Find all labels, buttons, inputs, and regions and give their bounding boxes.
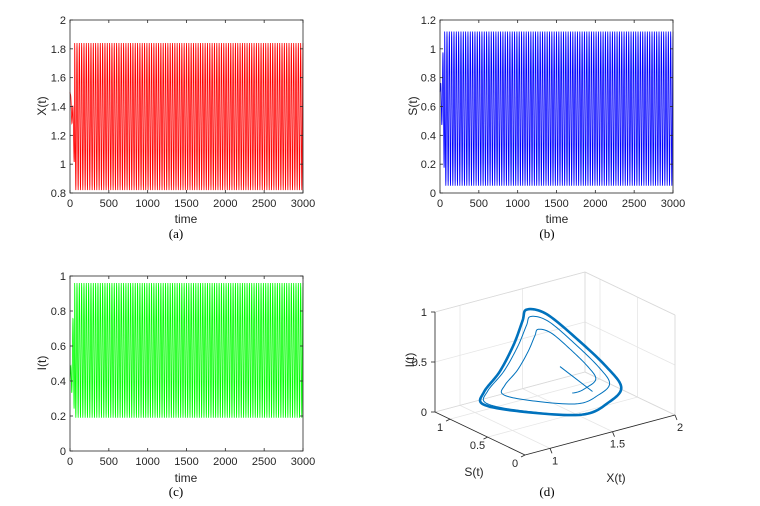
subplot-c-xtick-label: 500: [100, 456, 118, 468]
subplot-b-xlabel: time: [546, 212, 569, 226]
subplot-b-xtick-label: 2000: [583, 198, 607, 210]
subplot-d-grid-line: [487, 396, 638, 438]
subplot-b-caption: (b): [539, 226, 554, 241]
subplot-b-xtick-label: 0: [437, 198, 443, 210]
subplot-c-ytick-label: 0: [60, 446, 66, 458]
subplot-a-ytick-label: 1.8: [51, 44, 66, 56]
subplot-d-xtick-label: 1.5: [610, 439, 625, 451]
subplot-b: time S(t) (b) 0 500 1000 1500 2000 2500 3000 0 0…: [406, 15, 685, 241]
subplot-a-ytick-label: 0.8: [51, 188, 66, 200]
subplot-a-xtick-label: 500: [100, 198, 118, 210]
subplot-a-ytick-label: 1.4: [51, 102, 66, 114]
subplot-c-series-line: [69, 282, 304, 418]
subplot-c: time I(t) (c) 0 500 1000 1500 2000 2500 3000 0 0…: [35, 271, 315, 499]
subplot-b-xtick-label: 1000: [505, 198, 529, 210]
subplot-a-xlabel: time: [175, 212, 198, 226]
subplot-b-series-line: [439, 31, 674, 186]
subplot-d-xtick-mark: [674, 414, 678, 421]
subplot-d-limit-cycle: [478, 307, 623, 417]
subplot-c-caption: (c): [169, 484, 183, 499]
subplot-c-xtick-label: 1000: [135, 456, 159, 468]
subplot-d-grid-line: [434, 321, 586, 363]
subplot-d-xtick-mark: [612, 431, 615, 437]
subplot-d-grid-line: [449, 378, 601, 420]
subplot-c-xtick-label: 2500: [252, 456, 276, 468]
subplot-b-ytick-label: 0.2: [421, 159, 436, 171]
subplot-d-pane-edge: [434, 371, 586, 413]
subplot-d-caption: (d): [539, 484, 554, 499]
subplot-b-ytick-label: 0: [430, 188, 436, 200]
subplot-a-caption: (a): [169, 226, 183, 241]
subplot-b-ytick-label: 1.2: [421, 15, 436, 27]
subplot-b-ytick-label: 0.4: [421, 130, 436, 142]
subplot-c-xtick-label: 1500: [174, 456, 198, 468]
subplot-b-xtick-label: 2500: [622, 198, 646, 210]
subplot-d-s-axis: [434, 411, 526, 456]
subplot-d-xlabel: X(t): [606, 471, 625, 485]
subplot-c-xtick-label: 2000: [213, 456, 237, 468]
subplot-d-xtick-label: 1: [552, 455, 558, 467]
subplot-a-xtick-label: 2500: [252, 198, 276, 210]
subplot-a-ytick-label: 1.2: [51, 130, 66, 142]
subplot-c-ytick-label: 0.2: [51, 411, 66, 423]
subplot-c-ytick-label: 0.4: [51, 376, 66, 388]
subplot-d-trajectory-initial: [559, 366, 593, 392]
subplot-d-stick-mark: [520, 454, 526, 458]
subplot-a-xtick-label: 3000: [291, 198, 315, 210]
subplot-d-xtick-mark: [549, 448, 553, 454]
subplot-d-zlabel: I(t): [403, 353, 417, 368]
subplot-c-xtick-label: 3000: [291, 456, 315, 468]
subplot-a: time X(t) (a) 0 500 1000 1500 2000 2500 3000 0.…: [35, 15, 315, 241]
subplot-a-ylabel: X(t): [35, 96, 49, 115]
subplot-d-stick-mark: [483, 436, 488, 440]
subplot-c-xlabel: time: [175, 471, 198, 485]
subplot-c-ytick-label: 0.8: [51, 306, 66, 318]
subplot-c-ytick-label: 0.6: [51, 341, 66, 353]
subplot-b-ylabel: S(t): [406, 96, 420, 115]
subplot-d-grid-line: [584, 321, 676, 366]
subplot-a-xtick-label: 1500: [174, 198, 198, 210]
subplot-d-stick-label: 0.5: [470, 440, 485, 452]
subplot-d-itick-label: 0.5: [412, 357, 427, 369]
subplot-c-ylabel: I(t): [35, 356, 49, 371]
subplot-d-itick-label: 0: [421, 407, 427, 419]
subplot-b-ytick-label: 0.8: [421, 73, 436, 85]
subplot-a-ytick-label: 1.6: [51, 73, 66, 85]
subplot-d-trajectory-transient: [482, 315, 611, 416]
subplot-d-ylabel: S(t): [464, 465, 483, 479]
subplot-a-series-line: [69, 43, 304, 191]
subplot-d-itick-label: 1: [421, 307, 427, 319]
subplot-d-pane-edge: [584, 271, 676, 316]
subplot-a-xtick-label: 0: [67, 198, 73, 210]
subplot-b-ytick-label: 0.6: [421, 102, 436, 114]
subplot-c-xtick-label: 0: [67, 456, 73, 468]
subplot-b-xtick-label: 3000: [661, 198, 685, 210]
subplot-d-pane-edge: [434, 271, 586, 313]
subplot-c-ytick-label: 1: [60, 271, 66, 283]
subplot-a-ytick-label: 2: [60, 15, 66, 27]
subplot-d-xtick-label: 2: [677, 422, 683, 434]
subplot-b-xtick-label: 1500: [544, 198, 568, 210]
subplot-d-stick-label: 0: [512, 458, 518, 470]
subplot-a-xtick-label: 1000: [135, 198, 159, 210]
subplot-b-xtick-label: 500: [470, 198, 488, 210]
subplot-a-xtick-label: 2000: [213, 198, 237, 210]
subplot-b-ytick-label: 1: [430, 44, 436, 56]
subplot-d-stick-label: 1: [437, 422, 443, 434]
subplot-d-pane-edge: [584, 371, 676, 416]
subplot-d-stick-mark: [445, 418, 451, 422]
subplot-a-ytick-label: 1: [60, 159, 66, 171]
